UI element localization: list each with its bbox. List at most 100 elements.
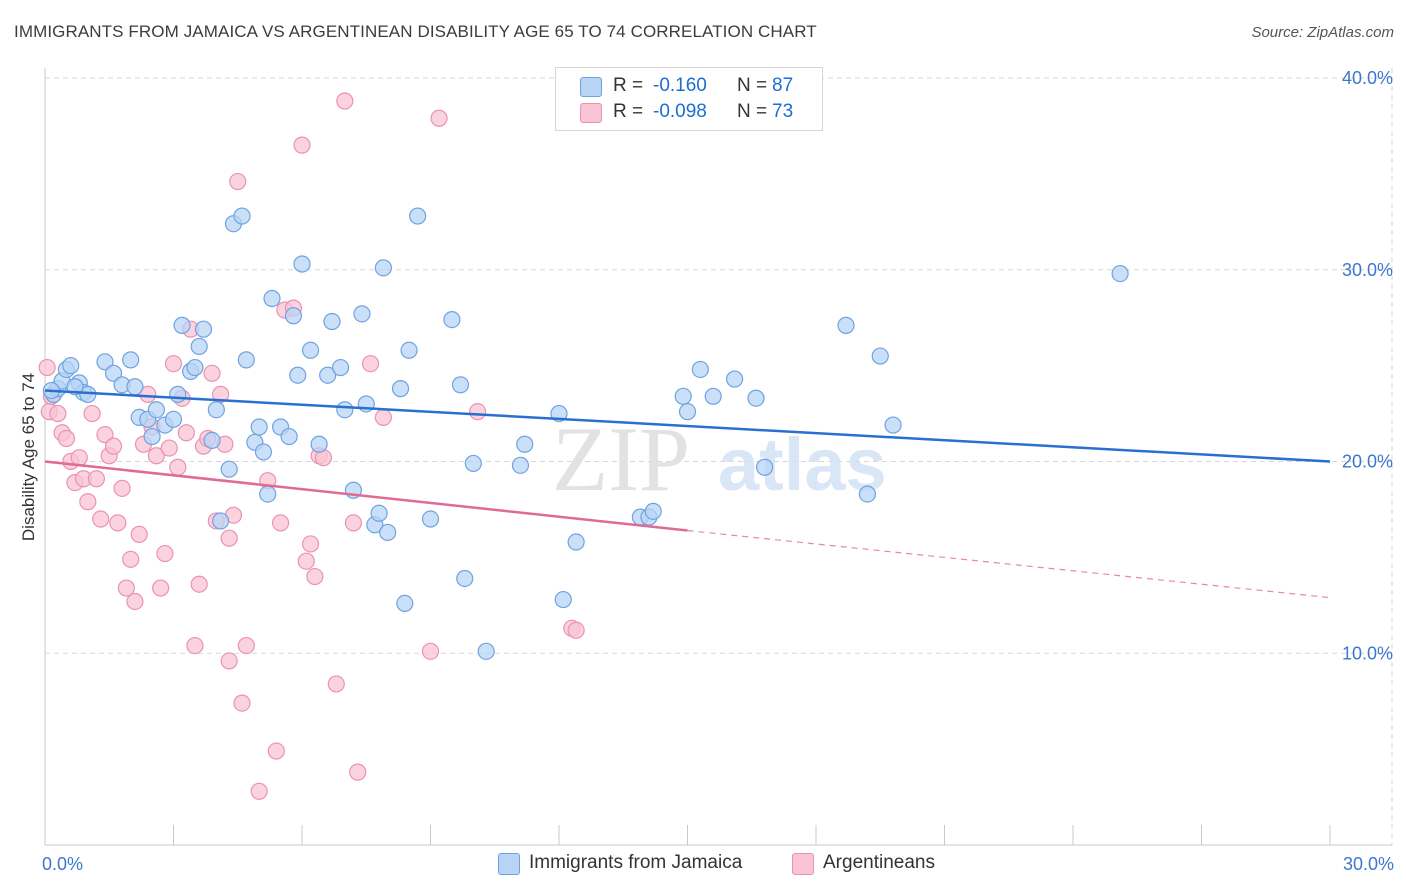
point-argentineans xyxy=(349,763,367,781)
point-argentineans xyxy=(104,437,123,455)
point-argentineans xyxy=(430,109,448,127)
point-argentineans xyxy=(169,458,187,476)
y-tick-label: 30.0% xyxy=(1342,260,1393,280)
point-jamaica xyxy=(143,427,161,446)
point-argentineans xyxy=(113,479,131,497)
legend-r-label: R = xyxy=(613,75,644,96)
point-jamaica xyxy=(263,289,281,308)
legend-r-value: -0.160 xyxy=(653,75,707,96)
point-argentineans xyxy=(344,514,362,532)
point-jamaica xyxy=(173,316,191,334)
point-jamaica xyxy=(477,642,495,660)
point-jamaica xyxy=(104,364,123,382)
point-jamaica xyxy=(704,387,722,405)
point-jamaica xyxy=(391,380,410,398)
point-jamaica xyxy=(62,357,80,375)
point-jamaica xyxy=(96,353,114,371)
point-jamaica xyxy=(644,502,662,520)
tick-labels: 10.0% 20.0% 30.0% 40.0% 0.0% 30.0% xyxy=(42,68,1394,874)
legend-n-value: 73 xyxy=(772,101,794,122)
point-jamaica xyxy=(443,311,461,329)
bottom-legend-label-jamaica: Immigrants from Jamaica xyxy=(529,852,743,873)
point-jamaica xyxy=(726,370,744,388)
chart-title: IMMIGRANTS FROM JAMAICA VS ARGENTINEAN D… xyxy=(14,22,817,41)
point-jamaica xyxy=(456,569,474,588)
point-argentineans xyxy=(567,621,585,639)
point-argentineans xyxy=(130,525,148,543)
point-argentineans xyxy=(250,782,268,800)
bottom-legend-swatch-argentineans xyxy=(792,853,814,875)
point-jamaica xyxy=(374,259,392,277)
point-jamaica xyxy=(353,305,371,323)
point-argentineans xyxy=(156,544,174,563)
point-jamaica xyxy=(126,378,144,396)
point-argentineans xyxy=(70,449,88,467)
legend-r-label: R = xyxy=(613,101,644,122)
point-jamaica xyxy=(186,358,204,377)
point-jamaica xyxy=(1111,264,1129,283)
point-argentineans xyxy=(190,575,208,593)
point-argentineans xyxy=(96,426,114,444)
point-argentineans xyxy=(126,592,144,611)
point-argentineans xyxy=(306,567,324,586)
point-argentineans xyxy=(203,364,221,382)
x-tick-label: 30.0% xyxy=(1343,854,1394,874)
point-jamaica xyxy=(323,312,341,331)
point-argentineans xyxy=(109,514,127,532)
point-argentineans xyxy=(122,550,140,568)
point-jamaica xyxy=(220,460,238,478)
point-jamaica xyxy=(755,458,774,476)
point-jamaica xyxy=(871,347,889,365)
point-argentineans xyxy=(117,579,135,597)
point-jamaica xyxy=(301,341,320,359)
point-argentineans xyxy=(87,470,106,488)
point-jamaica xyxy=(233,207,251,225)
trend-line-jamaica xyxy=(44,389,1331,463)
point-jamaica xyxy=(511,456,530,474)
point-jamaica xyxy=(250,418,268,436)
point-jamaica xyxy=(194,320,213,338)
point-argentineans xyxy=(79,493,97,511)
point-jamaica xyxy=(567,533,585,551)
legend-r-value: -0.098 xyxy=(653,101,707,122)
point-jamaica xyxy=(237,351,255,369)
point-argentineans xyxy=(152,579,170,597)
point-jamaica xyxy=(289,366,307,384)
y-axis-label: Disability Age 65 to 74 xyxy=(19,373,38,541)
point-jamaica xyxy=(147,401,165,419)
point-jamaica xyxy=(409,207,427,225)
point-argentineans xyxy=(327,675,345,693)
point-jamaica xyxy=(336,401,354,419)
point-jamaica xyxy=(284,307,303,325)
point-argentineans xyxy=(421,642,440,660)
point-jamaica xyxy=(203,431,221,450)
point-argentineans xyxy=(177,424,195,442)
point-argentineans xyxy=(229,172,247,191)
point-jamaica xyxy=(451,376,470,394)
point-jamaica xyxy=(310,435,328,453)
point-argentineans xyxy=(374,408,392,426)
point-argentineans xyxy=(160,439,178,457)
point-argentineans xyxy=(220,529,238,547)
point-jamaica xyxy=(421,510,440,528)
point-jamaica xyxy=(554,590,572,609)
point-jamaica xyxy=(207,401,225,419)
point-jamaica xyxy=(858,485,877,503)
point-argentineans xyxy=(83,404,101,423)
point-argentineans xyxy=(92,510,110,528)
point-argentineans xyxy=(293,136,311,154)
point-jamaica xyxy=(122,351,140,369)
point-jamaica xyxy=(319,366,337,384)
watermark-atlas: atlas xyxy=(718,423,887,506)
point-jamaica xyxy=(254,443,273,461)
point-jamaica xyxy=(396,594,414,612)
point-jamaica xyxy=(379,523,397,542)
point-jamaica xyxy=(370,504,388,522)
point-argentineans xyxy=(267,742,285,760)
axes xyxy=(44,68,1392,846)
legend-n-label: N = xyxy=(737,101,768,122)
point-jamaica xyxy=(400,341,418,359)
watermark: ZIP atlas xyxy=(552,408,887,510)
point-argentineans xyxy=(469,403,487,421)
